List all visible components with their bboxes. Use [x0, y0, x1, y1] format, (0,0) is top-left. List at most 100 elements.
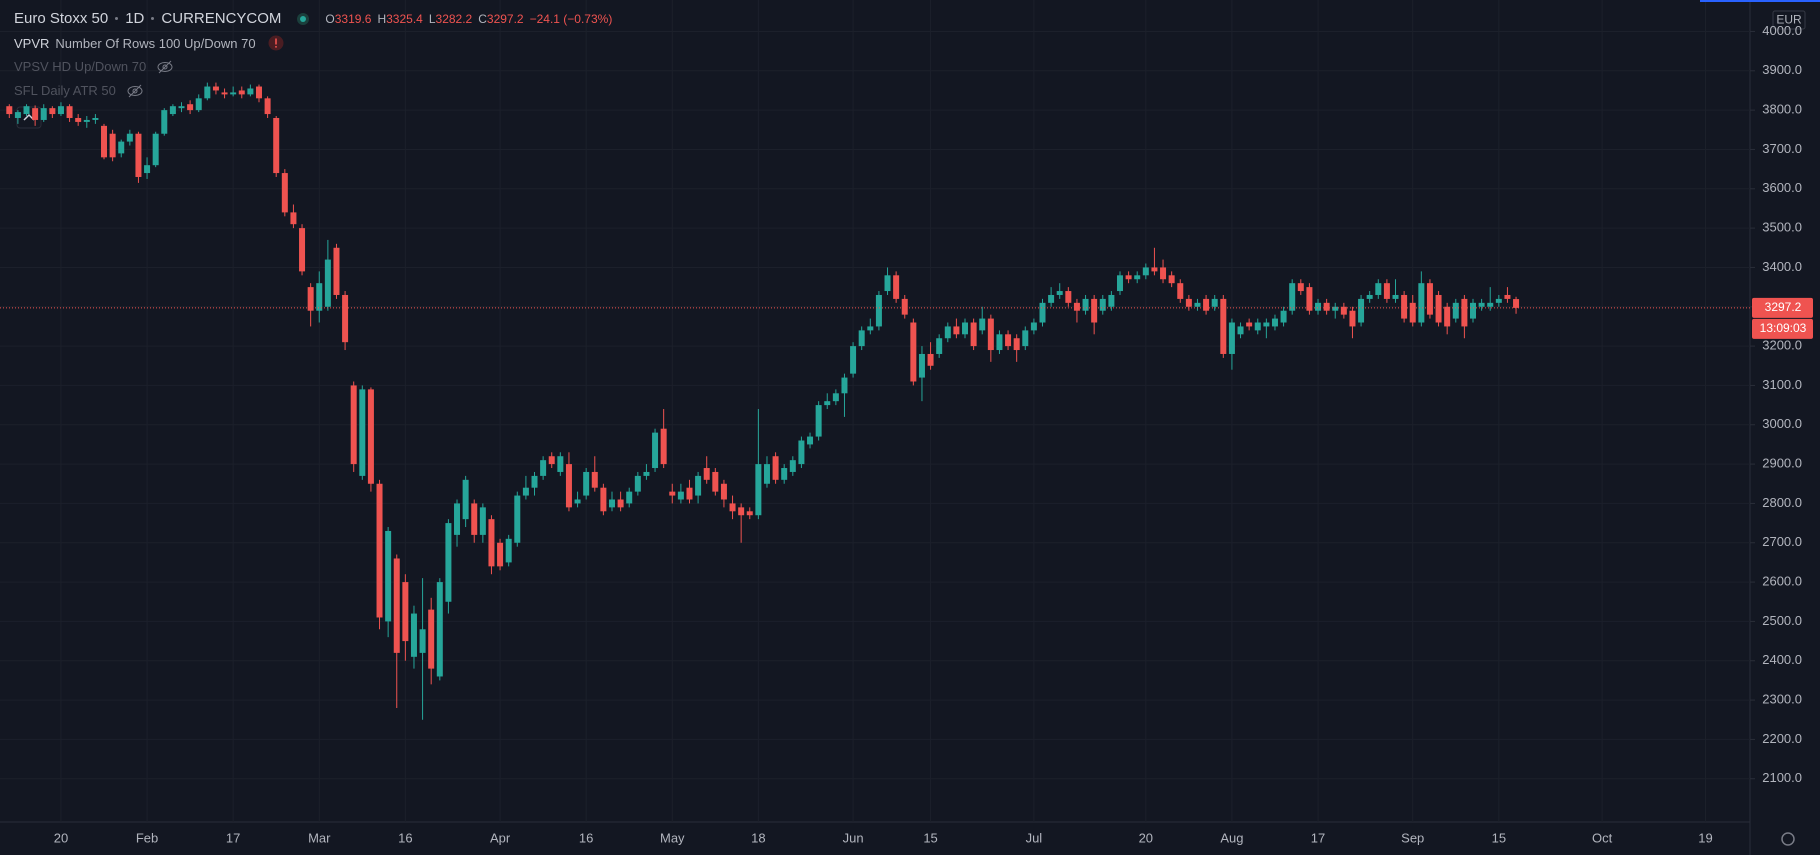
candle-body: [1504, 294, 1511, 299]
candle-body: [1366, 294, 1373, 299]
countdown-box: [1752, 318, 1813, 339]
currency-box[interactable]: [1772, 10, 1806, 30]
close-label: C: [478, 11, 487, 26]
candle-body: [101, 125, 108, 158]
candle-body: [359, 389, 366, 476]
candle-body: [273, 117, 280, 174]
candle-body: [6, 106, 13, 115]
candle-body: [1237, 326, 1244, 335]
candle-body: [419, 629, 426, 653]
candle-body: [109, 133, 116, 158]
candle-body: [57, 106, 64, 115]
candle-body: [462, 479, 469, 520]
candle-body: [1409, 302, 1416, 323]
x-tick-label: Mar: [308, 830, 331, 845]
x-tick-label: 16: [579, 830, 593, 845]
hidden-icon[interactable]: [156, 60, 174, 74]
candle-body: [505, 538, 512, 563]
candle-body: [1444, 306, 1451, 327]
candle-body: [660, 428, 667, 465]
candle-body: [927, 353, 934, 366]
candle-body: [781, 468, 788, 480]
candle-body: [531, 475, 538, 488]
error-icon[interactable]: [268, 35, 284, 51]
candle-body: [738, 507, 745, 516]
top-bar: [1700, 0, 1820, 2]
y-tick-label: 3500.0: [1762, 220, 1802, 235]
candle-body: [1056, 291, 1063, 295]
candle-body: [1452, 302, 1459, 319]
symbol[interactable]: Euro Stoxx 50: [14, 10, 109, 27]
low-label: L: [428, 11, 436, 26]
y-tick-label: 3200.0: [1762, 338, 1802, 353]
y-tick-label: 3600.0: [1762, 180, 1802, 195]
candle-body: [996, 334, 1003, 351]
change: −24.1 (−0.73%): [529, 11, 613, 26]
candle-body: [1297, 283, 1304, 292]
candle-body: [195, 98, 202, 111]
candle-body: [1125, 275, 1132, 280]
candle-body: [32, 108, 39, 120]
candle-body: [634, 475, 641, 492]
candle-body: [1022, 330, 1029, 347]
candle-body: [1168, 275, 1175, 284]
candle-body: [212, 86, 219, 91]
candle-body: [75, 117, 82, 122]
candle-body: [367, 389, 374, 484]
separator: [151, 17, 155, 20]
candle-body: [454, 503, 461, 535]
candle-body: [230, 92, 237, 95]
candle-body: [1220, 298, 1227, 354]
candle-body: [135, 133, 142, 177]
candle-body: [565, 464, 572, 508]
candle-body: [652, 432, 659, 469]
candle-body: [479, 507, 486, 535]
x-tick-label: Aug: [1220, 830, 1243, 845]
candle-body: [324, 259, 331, 307]
candle-body: [591, 471, 598, 488]
candle-body: [815, 405, 822, 437]
candle-body: [970, 322, 977, 347]
x-tick-label: 19: [1698, 830, 1712, 845]
indicator-params: Number Of Rows 100 Up/Down 70: [55, 35, 256, 51]
candle-body: [875, 294, 882, 327]
candle-body: [1082, 298, 1089, 311]
candle-body: [1375, 283, 1382, 295]
market-status: [297, 12, 310, 25]
candle-body: [92, 117, 99, 120]
x-tick-label: 20: [1139, 830, 1153, 845]
candle-body: [893, 275, 900, 299]
candle-body: [126, 133, 133, 142]
candle-body: [1340, 306, 1347, 315]
candle-body: [557, 456, 564, 472]
candle-body: [901, 298, 908, 315]
y-tick-label: 3800.0: [1762, 102, 1802, 117]
x-tick-label: Feb: [136, 830, 158, 845]
candle-body: [824, 401, 831, 406]
candle-body: [1513, 299, 1520, 308]
candle-body: [307, 287, 314, 311]
candle-body: [49, 108, 56, 115]
x-tick-label: Oct: [1592, 830, 1613, 845]
indicator-name: SFL Daily ATR 50: [14, 83, 116, 98]
hidden-icon[interactable]: [126, 84, 144, 98]
currency: EUR: [1776, 13, 1802, 27]
high-value: 3325.4: [386, 11, 423, 26]
candle-body: [1005, 334, 1012, 347]
indicator-row[interactable]: VPSV HD Up/Down 70: [14, 59, 174, 74]
candle-body: [1073, 302, 1080, 311]
x-tick-label: 15: [923, 830, 937, 845]
candle-body: [342, 294, 349, 343]
candle-body: [393, 558, 400, 653]
candle-body: [746, 511, 753, 516]
interval[interactable]: 1D: [125, 10, 145, 27]
y-tick-label: 3400.0: [1762, 259, 1802, 274]
candle-body: [936, 338, 943, 354]
legend-header: Euro Stoxx 50 1D CURRENCYCOM O 3319.6 H 33…: [14, 10, 612, 27]
candle-body: [1108, 294, 1115, 307]
indicator-row[interactable]: SFL Daily ATR 50: [14, 83, 144, 98]
indicator-row[interactable]: VPVR Number Of Rows 100 Up/Down 70: [14, 35, 284, 51]
candle-body: [445, 523, 452, 602]
settings-icon[interactable]: [1781, 832, 1795, 846]
